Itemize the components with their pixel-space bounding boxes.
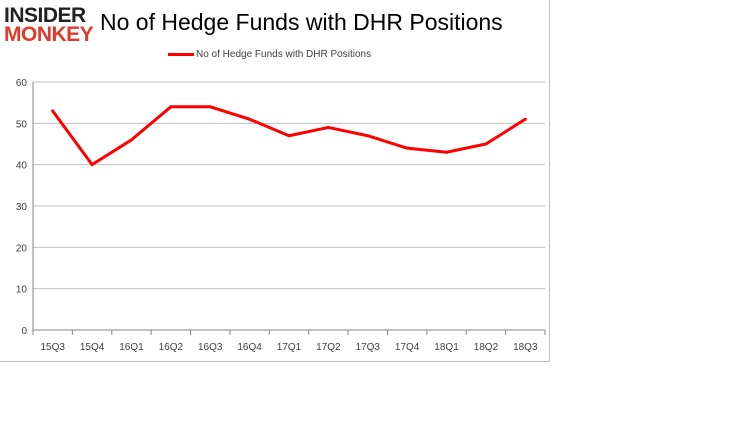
data-point bbox=[366, 134, 370, 138]
x-tick-label: 18Q3 bbox=[513, 342, 538, 353]
x-tick-label: 16Q3 bbox=[198, 342, 223, 353]
y-tick-label: 30 bbox=[16, 202, 28, 213]
data-point bbox=[248, 117, 252, 121]
x-tick-label: 17Q2 bbox=[316, 342, 341, 353]
x-tick-label: 15Q4 bbox=[80, 342, 105, 353]
y-tick-label: 0 bbox=[21, 326, 27, 337]
data-point bbox=[523, 117, 527, 121]
x-tick-label: 15Q3 bbox=[40, 342, 65, 353]
data-point bbox=[405, 146, 409, 150]
x-tick-label: 16Q1 bbox=[119, 342, 144, 353]
data-point bbox=[445, 150, 449, 154]
chart-title: No of Hedge Funds with DHR Positions bbox=[100, 9, 503, 35]
insider-monkey-logo: INSIDER MONKEY bbox=[4, 4, 94, 46]
legend: No of Hedge Funds with DHR Positions bbox=[168, 49, 371, 60]
chart-frame bbox=[0, 0, 550, 362]
data-point bbox=[90, 163, 94, 167]
x-tick-label: 16Q4 bbox=[237, 342, 262, 353]
data-point bbox=[169, 105, 173, 109]
y-tick-label: 40 bbox=[16, 161, 28, 172]
y-tick-label: 10 bbox=[16, 285, 28, 296]
x-tick-label: 18Q2 bbox=[474, 342, 499, 353]
y-tick-label: 60 bbox=[16, 78, 28, 89]
data-point bbox=[51, 109, 55, 113]
data-point bbox=[129, 138, 133, 142]
data-point bbox=[326, 125, 330, 129]
data-point bbox=[287, 134, 291, 138]
legend-swatch bbox=[168, 53, 194, 56]
logo-line2: MONKEY bbox=[4, 23, 94, 46]
data-point bbox=[208, 105, 212, 109]
x-tick-label: 18Q1 bbox=[434, 342, 459, 353]
data-point bbox=[484, 142, 488, 146]
y-tick-label: 20 bbox=[16, 243, 28, 254]
x-tick-label: 17Q4 bbox=[395, 342, 420, 353]
x-tick-label: 17Q1 bbox=[277, 342, 302, 353]
x-tick-label: 17Q3 bbox=[356, 342, 381, 353]
legend-label: No of Hedge Funds with DHR Positions bbox=[196, 49, 372, 60]
x-tick-label: 16Q2 bbox=[159, 342, 184, 353]
logo-line1: INSIDER bbox=[4, 4, 86, 27]
y-tick-label: 50 bbox=[16, 119, 28, 130]
